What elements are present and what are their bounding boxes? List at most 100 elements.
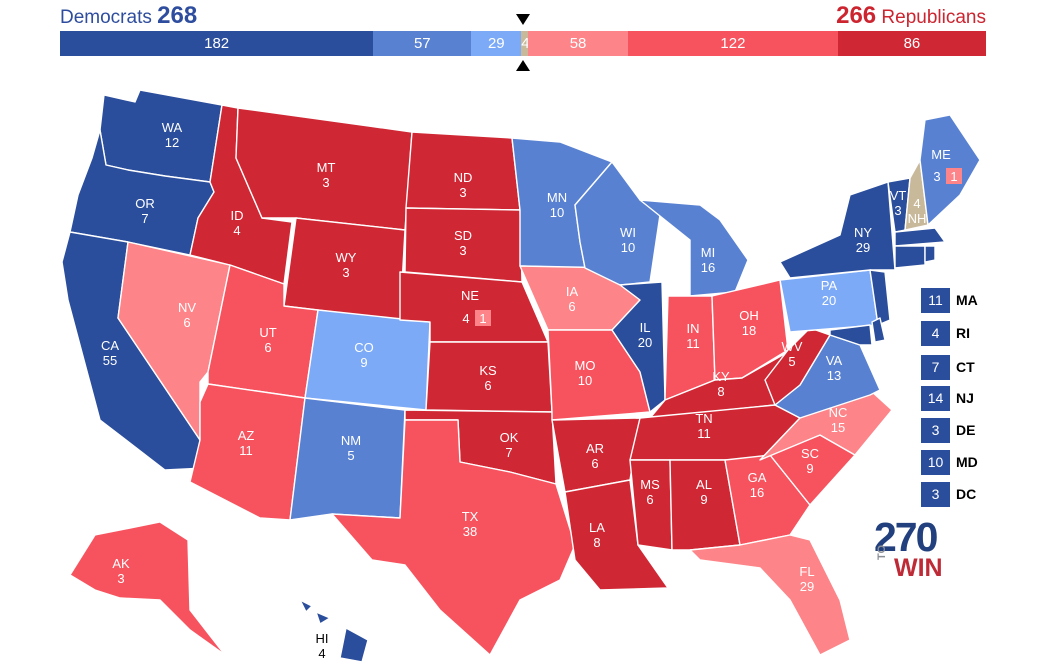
state-abbr: MN <box>547 190 567 205</box>
bar-segment-tossup[interactable]: 4 <box>521 31 529 56</box>
state-abbr: AL <box>696 477 712 492</box>
state-la[interactable] <box>564 479 669 591</box>
state-fl[interactable] <box>689 534 851 656</box>
bar-segment-lean-d[interactable]: 29 <box>471 31 522 56</box>
state-label-al: AL 9 <box>696 477 712 507</box>
bar-segment-lean-r[interactable]: 58 <box>528 31 628 56</box>
270towin-logo[interactable]: 270 TO WIN <box>874 516 943 582</box>
state-ev: 4 <box>913 196 920 211</box>
state-abbr: IL <box>640 320 651 335</box>
state-abbr: WI <box>620 225 636 240</box>
state-label-wa: WA 12 <box>162 120 183 150</box>
state-ri[interactable] <box>924 245 936 263</box>
bar-segment-safe-d[interactable]: 182 <box>60 31 374 56</box>
bar-segment-safe-r[interactable]: 86 <box>837 31 986 56</box>
state-ev: 3 <box>933 169 940 184</box>
me-district-value: 1 <box>950 169 957 184</box>
bar-segment-likely-d[interactable]: 57 <box>373 31 472 56</box>
state-ct[interactable] <box>894 245 926 269</box>
state-abbr: VT <box>890 188 907 203</box>
state-abbr: KY <box>712 369 730 384</box>
state-abbr: MO <box>575 358 596 373</box>
state-ev: 55 <box>103 353 117 368</box>
state-abbr: OR <box>135 196 155 211</box>
state-abbr: VA <box>826 353 843 368</box>
state-ev: 12 <box>165 135 179 150</box>
state-ev: 6 <box>591 456 598 471</box>
state-ak[interactable] <box>69 521 226 656</box>
state-il[interactable] <box>611 281 666 413</box>
state-ev: 3 <box>459 185 466 200</box>
state-abbr: TN <box>695 411 712 426</box>
state-label-or: OR 7 <box>135 196 155 226</box>
state-de[interactable] <box>871 317 886 343</box>
state-ev: 38 <box>463 524 477 539</box>
small-state-box-dc[interactable]: 3 <box>921 482 950 507</box>
state-label-sc: SC 9 <box>801 446 819 476</box>
state-label-wv: WV 5 <box>782 339 803 369</box>
state-ev: 4 <box>233 223 240 238</box>
state-abbr: WY <box>336 250 357 265</box>
state-ny[interactable] <box>779 181 896 279</box>
state-ma[interactable] <box>894 227 946 247</box>
small-state-label-md: MD <box>956 454 978 470</box>
state-abbr: KS <box>479 363 497 378</box>
midpoint-marker-bottom-icon <box>516 60 530 71</box>
state-label-ok: OK 7 <box>500 430 519 460</box>
state-ev: 16 <box>750 485 764 500</box>
state-label-ky: KY 8 <box>712 369 730 399</box>
state-label-mn: MN 10 <box>547 190 567 220</box>
state-ev: 3 <box>342 265 349 280</box>
state-abbr: PA <box>821 278 838 293</box>
state-abbr: LA <box>589 520 605 535</box>
ne-district-box[interactable] <box>475 310 491 326</box>
state-label-ny: NY 29 <box>854 225 872 255</box>
state-abbr: NE <box>461 288 479 303</box>
state-ev: 9 <box>360 355 367 370</box>
state-ev: 6 <box>183 315 190 330</box>
state-label-oh: OH 18 <box>739 308 759 338</box>
state-abbr: IN <box>687 321 700 336</box>
state-hi[interactable] <box>299 599 369 663</box>
state-ev: 3 <box>322 175 329 190</box>
state-wi[interactable] <box>574 161 661 286</box>
state-nj[interactable] <box>869 269 891 326</box>
state-oh[interactable] <box>711 279 789 381</box>
state-ga[interactable] <box>724 454 811 546</box>
state-abbr: SD <box>454 228 472 243</box>
republicans-total: 266 <box>836 2 877 29</box>
state-ev: 13 <box>827 368 841 383</box>
democrats-total: 268 <box>157 2 198 29</box>
state-ev: 9 <box>700 492 707 507</box>
state-label-nh: 4 NH <box>908 196 927 226</box>
small-state-box-md[interactable]: 10 <box>921 450 950 475</box>
bar-segment-likely-r[interactable]: 122 <box>627 31 838 56</box>
small-state-box-nj[interactable]: 14 <box>921 386 950 411</box>
state-label-ar: AR 6 <box>586 441 604 471</box>
state-tx[interactable] <box>331 419 576 656</box>
state-abbr: NM <box>341 433 361 448</box>
small-state-box-ri[interactable]: 4 <box>921 321 950 346</box>
state-ev: 11 <box>239 443 253 458</box>
state-label-nd: ND 3 <box>454 170 473 200</box>
state-label-in: IN 11 <box>686 321 700 351</box>
state-ev: 16 <box>701 260 715 275</box>
state-mi[interactable] <box>639 199 749 297</box>
small-state-box-de[interactable]: 3 <box>921 418 950 443</box>
state-abbr: OK <box>500 430 519 445</box>
small-state-label-de: DE <box>956 422 976 438</box>
state-abbr: NV <box>178 300 196 315</box>
state-ev: 6 <box>568 299 575 314</box>
small-state-label-ct: CT <box>956 359 975 375</box>
state-label-il: IL 20 <box>638 320 652 350</box>
state-ev: 29 <box>800 579 814 594</box>
state-abbr: AR <box>586 441 604 456</box>
small-state-box-ct[interactable]: 7 <box>921 355 950 380</box>
state-ev: 9 <box>806 461 813 476</box>
small-state-box-ma[interactable]: 11 <box>921 288 950 313</box>
state-label-hi: HI 4 <box>316 631 329 661</box>
state-md[interactable] <box>829 324 873 346</box>
me-district-box[interactable] <box>946 168 962 184</box>
state-label-nv: NV 6 <box>178 300 196 330</box>
state-abbr: ID <box>231 208 244 223</box>
